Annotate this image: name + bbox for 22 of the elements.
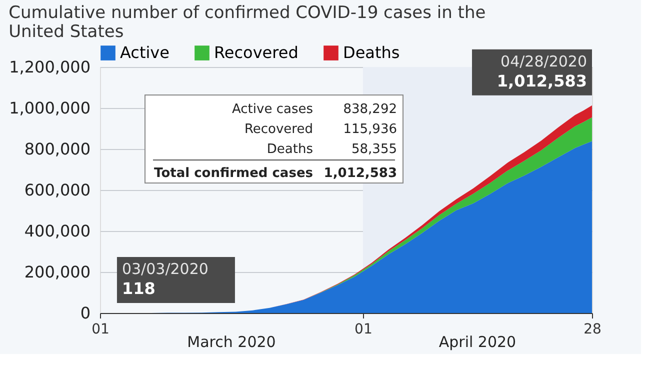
y-tick-label: 200,000 — [24, 262, 90, 282]
text: Deaths 58,355 — [266, 142, 397, 157]
y-tick-label: 0 — [80, 304, 90, 322]
x-tick-label: 01 — [354, 322, 372, 338]
text: March 2020 — [187, 333, 276, 351]
annotation: Total confirmed cases 1,012,583 — [154, 166, 397, 181]
annotation: 03/03/2020 118 — [122, 260, 208, 298]
annotation: 04/28/2020 1,012,583 — [496, 52, 587, 90]
legend-label: Recovered — [214, 43, 298, 62]
y-tick-label: 1,200,000 — [9, 58, 90, 76]
text: April 2020 — [438, 333, 516, 351]
legend-label: Deaths — [343, 43, 400, 62]
chart-title: Cumulative number of confirmed COVID-19 cases in the United States — [8, 3, 486, 42]
y-tick-label: 600,000 — [24, 180, 90, 200]
x-tick-label: 01 — [92, 322, 110, 338]
x-tick-label: 28 — [584, 322, 602, 338]
text: Active cases 838,292 — [232, 102, 397, 117]
y-tick-label: 800,000 — [24, 140, 90, 158]
y-tick-label: 1,000,000 — [9, 98, 90, 118]
legend-label: Active — [120, 43, 170, 62]
text: Recovered 115,936 — [244, 122, 397, 137]
y-tick-label: 400,000 — [24, 222, 90, 240]
